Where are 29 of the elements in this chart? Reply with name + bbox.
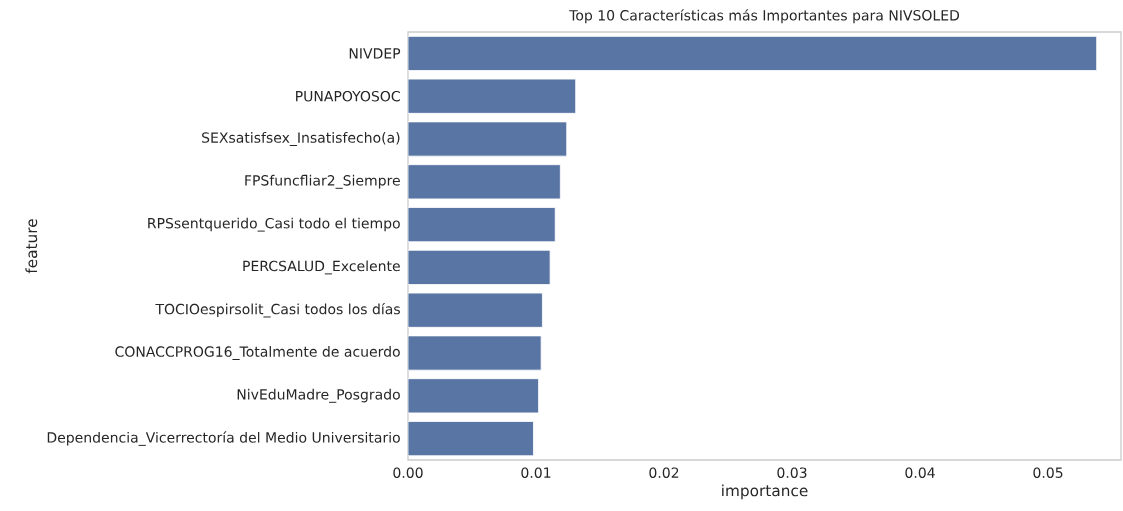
y-axis-title: feature — [25, 219, 38, 274]
y-tick-label: FPSfuncfliar2_Siempre — [245, 174, 400, 189]
y-tick-label: PUNAPOYOSOC — [296, 90, 400, 102]
y-tick-label: NivEduMadre_Posgrado — [237, 388, 400, 403]
x-tick-label: 0.05 — [1033, 467, 1063, 478]
bar — [408, 207, 556, 243]
x-tick-label: 0.00 — [393, 467, 423, 478]
y-tick-label: Dependencia_Vicerrectoría del Medio Universitario — [47, 431, 400, 446]
bar — [408, 78, 577, 114]
y-tick-label: TOCIOespirsolit_Casi todos los días — [155, 302, 400, 318]
bar — [408, 35, 1098, 71]
x-tick-label: 0.02 — [649, 467, 679, 478]
x-tick-label: 0.01 — [521, 467, 551, 478]
x-tick-label: 0.04 — [905, 467, 935, 478]
y-tick-label: SEXsatisfsex_Insatisfecho(a) — [202, 132, 400, 146]
bar — [408, 335, 542, 371]
y-tick-label: PERCSALUD_Excelente — [243, 260, 400, 275]
bar — [408, 378, 539, 414]
bar — [408, 121, 568, 157]
bar — [408, 292, 543, 328]
bar — [408, 421, 534, 457]
x-tick-label: 0.03 — [777, 467, 807, 478]
bar — [408, 249, 551, 285]
y-tick-label: CONACCPROG16_Totalmente de acuerdo — [115, 346, 400, 360]
y-tick-label: RPSsentquerido_Casi todo el tiempo — [148, 217, 400, 232]
bar — [408, 164, 561, 200]
y-tick-label: NIVDEP — [349, 48, 401, 59]
chart-title: Top 10 Características más Importantes para NIVSOLED — [569, 9, 960, 24]
x-axis-title: importance — [722, 484, 808, 500]
